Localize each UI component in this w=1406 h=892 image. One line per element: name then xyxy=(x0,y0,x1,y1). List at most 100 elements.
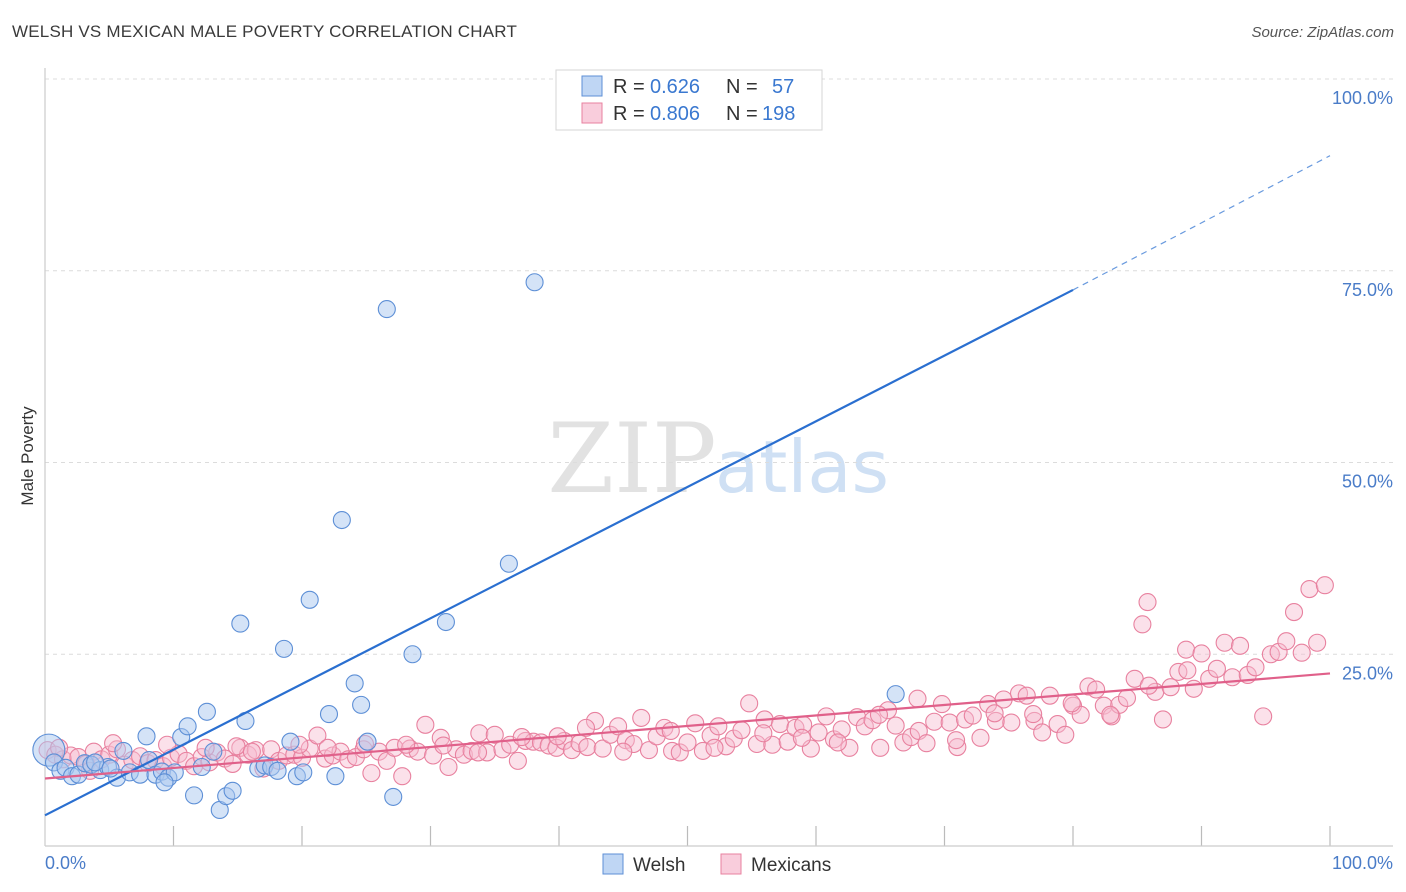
mexicans-point xyxy=(886,716,905,735)
mexicans-point xyxy=(1223,668,1242,687)
mexicans-point xyxy=(1284,603,1304,622)
mexicans-point xyxy=(1231,636,1250,655)
mexicans-point xyxy=(1207,659,1226,678)
mexicans-point xyxy=(1153,710,1172,729)
mexicans-point xyxy=(1138,593,1157,612)
welsh-point xyxy=(114,741,133,760)
mexicans-point xyxy=(986,711,1005,731)
mexicans-point xyxy=(578,738,597,757)
welsh-point xyxy=(332,510,351,530)
y-tick-label-0: 25.0% xyxy=(1342,663,1393,683)
mexicans-point xyxy=(593,739,612,758)
mexicans-point xyxy=(686,714,705,733)
mexicans-point xyxy=(792,728,811,747)
mexicans-point xyxy=(1062,694,1081,713)
mexicans-point xyxy=(462,741,481,760)
mexicans-point xyxy=(614,742,633,761)
mexicans-trend-line xyxy=(44,672,1331,780)
welsh-point xyxy=(137,727,156,746)
mexicans-point xyxy=(817,707,836,726)
mexicans-point xyxy=(661,721,680,741)
welsh-point xyxy=(352,695,371,714)
mexicans-point xyxy=(1246,658,1265,677)
welsh-point xyxy=(231,614,250,633)
bottom-legend-label-welsh: Welsh xyxy=(633,855,685,876)
mexicans-point xyxy=(963,706,982,725)
welsh-point xyxy=(326,767,345,786)
bottom-legend-label-mexicans: Mexicans xyxy=(751,855,831,876)
chart-source: Source: ZipAtlas.com xyxy=(1251,24,1394,41)
legend-swatch-welsh xyxy=(581,75,603,97)
legend-r-value-welsh: 0.626 xyxy=(650,76,700,98)
mexicans-point xyxy=(1308,633,1327,652)
mexicans-point xyxy=(1300,580,1319,599)
mexicans-point xyxy=(709,717,728,736)
mexicans-point xyxy=(1292,643,1311,662)
mexicans-point xyxy=(809,723,828,742)
mexicans-point xyxy=(948,738,967,757)
y-tick-label-3: 100.0% xyxy=(1332,88,1393,108)
welsh-trend-extension xyxy=(1072,155,1331,291)
legend-r-value-mexicans: 0.806 xyxy=(650,103,700,125)
mexicans-point xyxy=(740,694,759,713)
welsh-point xyxy=(886,685,905,704)
mexicans-point xyxy=(693,741,712,760)
welsh-trend-line xyxy=(44,288,1074,817)
welsh-point xyxy=(155,773,174,792)
mexicans-point xyxy=(1254,707,1273,726)
mexicans-point xyxy=(416,715,435,734)
welsh-point xyxy=(358,732,377,751)
mexicans-point xyxy=(716,737,736,756)
welsh-point xyxy=(86,753,105,772)
legend-swatch-mexicans xyxy=(581,102,603,124)
mexicans-point xyxy=(1139,676,1158,695)
welsh-point xyxy=(345,674,364,693)
mexicans-point xyxy=(242,742,261,761)
mexicans-point xyxy=(1033,723,1052,742)
mexicans-point xyxy=(512,728,531,747)
mexicans-point xyxy=(917,734,936,753)
mexicans-point xyxy=(1169,662,1188,681)
mexicans-point xyxy=(1184,679,1203,698)
mexicans-point xyxy=(624,734,643,754)
mexicans-point xyxy=(1177,640,1196,659)
mexicans-point xyxy=(663,741,682,760)
mexicans-point xyxy=(1002,713,1021,732)
mexicans-point xyxy=(1101,705,1120,724)
mexicans-point xyxy=(308,726,327,745)
welsh-point xyxy=(185,786,204,805)
welsh-point xyxy=(403,645,422,664)
mexicans-point xyxy=(470,724,489,743)
mexicans-point xyxy=(1315,576,1334,595)
series-legend: Welsh Mexicans xyxy=(602,853,831,876)
welsh-point xyxy=(281,732,300,751)
mexicans-point xyxy=(562,741,581,760)
x-tick-label-0: 0.0% xyxy=(45,853,86,873)
welsh-point xyxy=(384,787,403,806)
welsh-point xyxy=(525,273,544,292)
mexicans-point xyxy=(576,718,596,737)
mexicans-point xyxy=(828,733,847,752)
legend-n-label-welsh: N = xyxy=(726,76,758,98)
mexicans-point xyxy=(1277,632,1296,651)
mexicans-point xyxy=(468,743,488,762)
mexicans-point xyxy=(485,725,504,744)
mexicans-point xyxy=(1117,688,1137,708)
mexicans-point xyxy=(778,732,797,751)
mexicans-point xyxy=(1017,686,1036,705)
mexicans-point xyxy=(385,738,404,757)
watermark-atlas: atlas xyxy=(715,425,889,509)
mexicans-point xyxy=(639,741,659,760)
mexicans-point xyxy=(1087,680,1106,699)
mexicans-point xyxy=(397,735,416,754)
bottom-legend-swatch-welsh xyxy=(602,853,624,875)
mexicans-point xyxy=(227,737,246,756)
mexicans-point xyxy=(1178,661,1197,680)
mexicans-point xyxy=(985,704,1004,723)
welsh-point xyxy=(204,742,223,761)
mexicans-point xyxy=(439,757,458,777)
legend-n-value-welsh: 57 xyxy=(772,76,794,98)
tick-layer: 25.0% 50.0% 75.0% 100.0% 0.0% 100.0% xyxy=(45,88,1393,873)
axis-layer xyxy=(44,68,1393,847)
mexicans-point xyxy=(747,734,766,754)
